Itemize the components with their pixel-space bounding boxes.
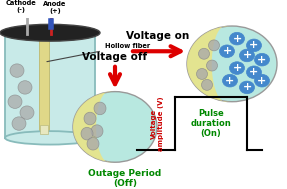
Text: Pulse
duration
(On): Pulse duration (On) (191, 109, 231, 139)
Text: +: + (225, 76, 235, 86)
Ellipse shape (94, 102, 106, 115)
Ellipse shape (81, 127, 93, 140)
Text: +: + (257, 55, 267, 65)
Ellipse shape (207, 60, 218, 71)
Ellipse shape (199, 48, 210, 59)
Ellipse shape (20, 106, 34, 119)
Ellipse shape (8, 95, 22, 108)
Ellipse shape (91, 125, 103, 137)
Text: Outage Period
(Off): Outage Period (Off) (88, 169, 162, 188)
Circle shape (230, 32, 245, 45)
Ellipse shape (10, 64, 24, 77)
Ellipse shape (5, 131, 95, 145)
Circle shape (220, 45, 234, 58)
Ellipse shape (197, 68, 208, 79)
Text: +: + (249, 67, 259, 77)
Circle shape (239, 49, 255, 62)
Circle shape (187, 26, 277, 102)
Circle shape (247, 66, 261, 79)
Text: +: + (243, 50, 252, 60)
Ellipse shape (87, 137, 99, 150)
Polygon shape (187, 26, 232, 102)
Text: Voltage on: Voltage on (126, 31, 190, 41)
Ellipse shape (18, 81, 32, 94)
Circle shape (222, 74, 238, 87)
Ellipse shape (84, 112, 96, 125)
Text: Cathode
(-): Cathode (-) (6, 0, 36, 13)
Ellipse shape (201, 79, 212, 90)
Text: Voltage off: Voltage off (82, 52, 148, 62)
Polygon shape (40, 125, 48, 134)
Text: +: + (257, 76, 267, 86)
Text: Voltage
amplitude (V): Voltage amplitude (V) (150, 96, 164, 151)
Polygon shape (73, 92, 115, 162)
Circle shape (230, 62, 245, 74)
Circle shape (255, 74, 269, 87)
Text: +: + (243, 82, 252, 92)
Polygon shape (5, 33, 95, 138)
Text: +: + (222, 46, 232, 56)
Circle shape (73, 92, 157, 162)
Text: +: + (232, 63, 242, 73)
Circle shape (247, 39, 261, 52)
Text: +: + (249, 40, 259, 50)
Text: Anode
(+): Anode (+) (43, 1, 67, 14)
Polygon shape (39, 33, 49, 138)
Text: +: + (232, 34, 242, 44)
Ellipse shape (12, 117, 26, 130)
Ellipse shape (208, 40, 220, 51)
Text: Hollow fiber: Hollow fiber (47, 43, 150, 62)
Circle shape (255, 53, 269, 66)
Circle shape (239, 81, 255, 94)
Ellipse shape (0, 24, 100, 41)
